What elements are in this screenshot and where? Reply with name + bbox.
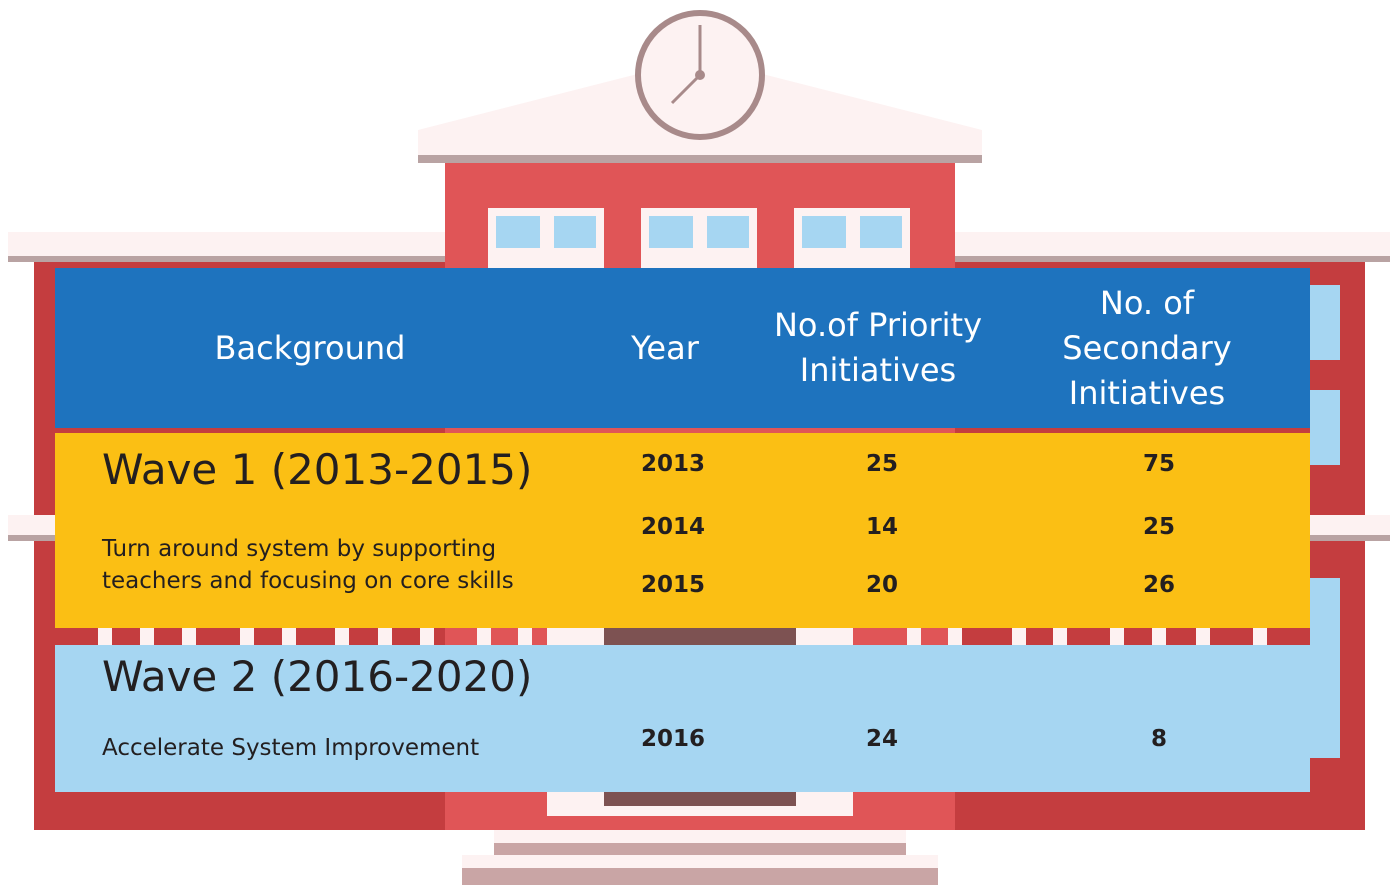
pediment-line <box>418 155 982 163</box>
window-panes <box>496 216 902 248</box>
tower-windows <box>488 208 910 268</box>
wave-description: Turn around system by supporting teacher… <box>102 536 514 594</box>
wave-title: Wave 1 (2013-2015) <box>102 445 533 494</box>
step <box>494 830 906 843</box>
wave-title: Wave 2 (2016-2020) <box>102 652 533 701</box>
secondary-cell: 75 <box>1142 451 1175 477</box>
header-cell: Background <box>214 328 406 367</box>
header-cell: No.of Priority Initiatives <box>773 306 983 389</box>
step <box>462 855 938 868</box>
step <box>494 843 906 855</box>
year-cell: 2014 <box>640 514 705 540</box>
header-cell: No. of Secondary Initiatives <box>1062 283 1232 412</box>
priority-cell: 14 <box>865 514 898 540</box>
secondary-cell: 25 <box>1142 514 1175 540</box>
priority-cell: 24 <box>865 726 898 752</box>
priority-cell: 25 <box>865 451 898 477</box>
header-cell: Year <box>631 328 699 367</box>
window-tops <box>98 628 1267 645</box>
wave-2-band <box>55 645 1310 792</box>
window <box>1310 390 1340 465</box>
priority-cell: 20 <box>865 572 898 598</box>
clock-hand <box>670 73 702 105</box>
year-cell: 2015 <box>640 572 705 598</box>
year-cell: 2013 <box>640 451 705 477</box>
secondary-cell: 8 <box>1150 726 1167 752</box>
wave-1-band <box>55 433 1310 628</box>
secondary-cell: 26 <box>1142 572 1175 598</box>
header-band <box>55 268 1310 428</box>
window <box>1310 578 1340 758</box>
window <box>1310 285 1340 360</box>
wave-description: Accelerate System Improvement <box>102 735 480 761</box>
year-cell: 2016 <box>640 726 705 752</box>
clock-center <box>695 70 705 80</box>
step <box>462 868 938 885</box>
